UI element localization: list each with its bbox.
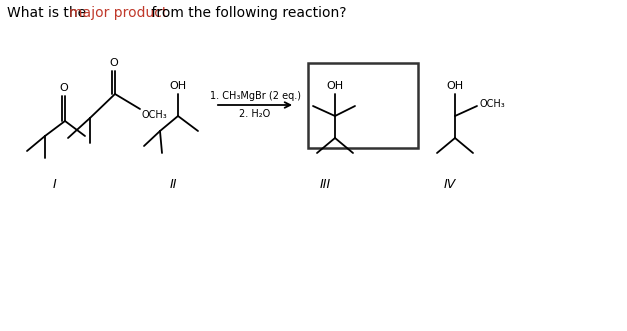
Text: OCH₃: OCH₃ (479, 99, 505, 109)
Text: II: II (169, 178, 177, 191)
Text: OH: OH (169, 81, 187, 91)
Text: OH: OH (327, 81, 344, 91)
Text: III: III (319, 178, 330, 191)
Text: IV: IV (444, 178, 456, 191)
Text: major product: major product (69, 6, 167, 20)
Text: 1. CH₃MgBr (2 eq.): 1. CH₃MgBr (2 eq.) (209, 91, 300, 101)
Bar (308, 63, 418, 148)
Text: from the following reaction?: from the following reaction? (147, 6, 347, 20)
Text: 2. H₂O: 2. H₂O (240, 109, 271, 119)
Text: I: I (53, 178, 57, 191)
Text: O: O (60, 83, 68, 93)
Text: OCH₃: OCH₃ (141, 110, 167, 120)
Text: OH: OH (446, 81, 463, 91)
Text: O: O (110, 58, 119, 68)
Text: What is the: What is the (7, 6, 90, 20)
